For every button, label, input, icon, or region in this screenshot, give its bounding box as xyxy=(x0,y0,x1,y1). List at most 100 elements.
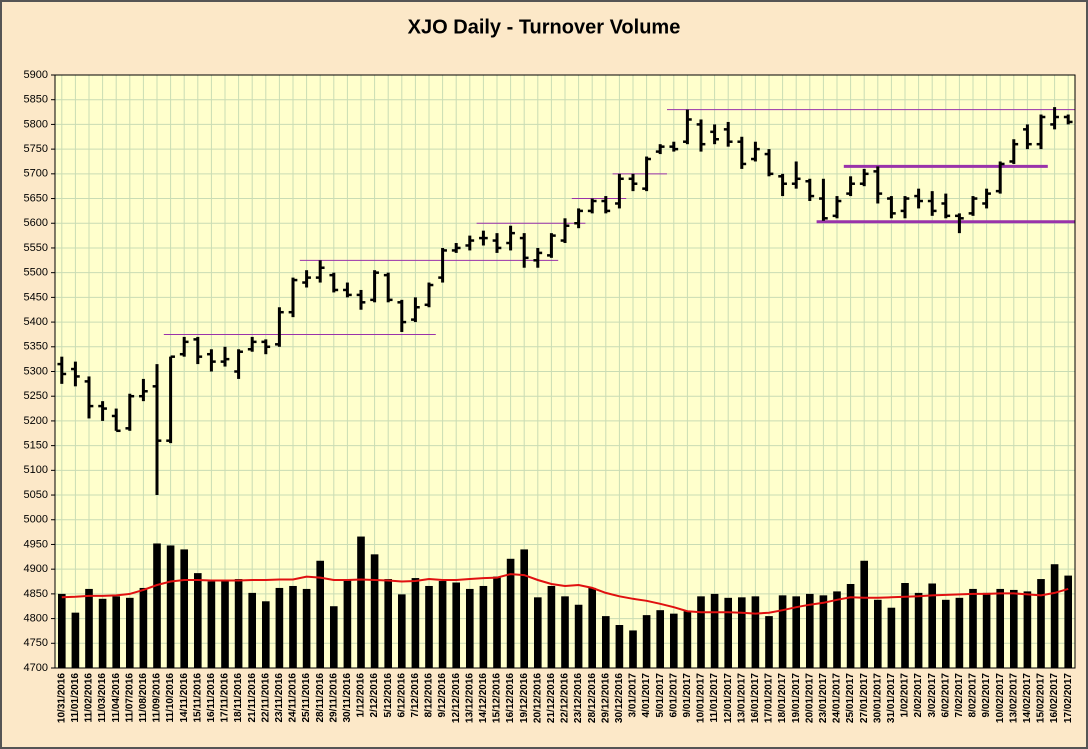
volume-bar xyxy=(642,615,651,668)
x-tick-label: 16/11/2016 xyxy=(206,673,217,723)
y-tick-label: 5300 xyxy=(24,365,48,377)
x-tick-label: 13/12/2016 xyxy=(464,673,475,723)
y-tick-label: 5450 xyxy=(24,291,48,303)
y-tick-label: 5800 xyxy=(24,118,48,130)
x-tick-label: 11/10/2016 xyxy=(165,673,176,723)
volume-bar xyxy=(71,612,80,668)
volume-bar xyxy=(574,604,583,668)
x-tick-label: 15/11/2016 xyxy=(192,673,203,723)
volume-bar xyxy=(615,625,624,668)
x-tick-label: 14/12/2016 xyxy=(478,673,489,723)
volume-bar xyxy=(207,581,216,668)
y-tick-label: 5000 xyxy=(24,514,48,526)
volume-bar xyxy=(493,576,501,668)
x-tick-label: 19/01/2017 xyxy=(791,673,802,723)
x-tick-label: 11/02/2016 xyxy=(84,673,95,723)
volume-bar xyxy=(343,580,352,668)
x-tick-label: 8/12/2016 xyxy=(424,673,435,718)
volume-bar xyxy=(969,588,977,668)
plot-border xyxy=(54,74,1076,669)
volume-bar xyxy=(656,610,665,668)
volume-bar xyxy=(996,588,1005,668)
volume-bar xyxy=(751,596,760,668)
volume-bar xyxy=(452,582,461,668)
x-tick-label: 11/07/2016 xyxy=(124,673,135,723)
x-tick-label: 9/12/2016 xyxy=(437,673,448,718)
y-tick-label: 4750 xyxy=(24,637,48,649)
x-tick-label: 10/01/2017 xyxy=(696,673,707,723)
x-tick-label: 23/11/2016 xyxy=(274,673,285,723)
x-tick-label: 6/12/2016 xyxy=(396,673,407,718)
y-tick-label: 4950 xyxy=(24,538,48,550)
x-tick-label: 25/01/2017 xyxy=(845,673,856,723)
volume-bar xyxy=(1050,564,1059,668)
volume-bar xyxy=(914,592,923,668)
x-tick-label: 17/11/2016 xyxy=(220,673,231,723)
volume-bar xyxy=(57,593,66,668)
x-tick-label: 25/11/2016 xyxy=(301,673,312,723)
volume-bar xyxy=(547,585,556,668)
volume-bar xyxy=(506,558,515,668)
volume-bar xyxy=(792,596,801,668)
x-tick-label: 19/12/2016 xyxy=(519,673,530,723)
chart-title: XJO Daily - Turnover Volume xyxy=(408,16,681,38)
volume-bar xyxy=(860,560,869,668)
y-tick-label: 4800 xyxy=(24,612,48,624)
volume-bar xyxy=(1064,575,1073,668)
x-tick-label: 20/01/2017 xyxy=(804,673,815,723)
x-tick-label: 10/31/2016 xyxy=(56,673,67,723)
x-tick-label: 3/01/2017 xyxy=(628,673,639,718)
y-tick-label: 5650 xyxy=(24,192,48,204)
x-tick-label: 13/02/2017 xyxy=(1008,673,1019,723)
volume-bar xyxy=(805,593,814,668)
y-tick-label: 5850 xyxy=(24,94,48,106)
x-tick-label: 29/11/2016 xyxy=(328,673,339,723)
x-tick-label: 18/11/2016 xyxy=(233,673,244,723)
x-tick-label: 23/12/2016 xyxy=(573,673,584,723)
volume-bar xyxy=(180,549,189,668)
volume-bar xyxy=(901,583,909,668)
x-tick-label: 22/12/2016 xyxy=(560,673,571,723)
volume-bar xyxy=(833,591,841,668)
x-tick-label: 18/01/2017 xyxy=(777,673,788,723)
x-tick-label: 28/12/2016 xyxy=(587,673,598,723)
x-tick-label: 1/02/2017 xyxy=(900,673,911,718)
x-tick-label: 22/11/2016 xyxy=(260,673,271,723)
volume-bar xyxy=(1009,589,1018,668)
volume-bar xyxy=(941,599,950,668)
x-tick-label: 31/01/2017 xyxy=(886,673,897,723)
x-tick-label: 24/01/2017 xyxy=(832,673,843,723)
x-tick-label: 8/02/2017 xyxy=(968,673,979,718)
volume-bar xyxy=(669,613,678,668)
volume-bar xyxy=(1037,579,1045,668)
x-tick-label: 20/12/2016 xyxy=(532,673,543,723)
average-line xyxy=(61,573,1069,615)
y-tick-label: 5600 xyxy=(24,217,48,229)
volume-bar xyxy=(275,587,284,668)
volume-bar xyxy=(112,596,121,668)
volume-bar xyxy=(370,554,379,668)
x-tick-label: 13/01/2017 xyxy=(736,673,747,723)
volume-bar xyxy=(397,594,406,668)
volume-bar xyxy=(261,601,270,668)
x-tick-label: 21/12/2016 xyxy=(546,673,557,723)
y-tick-label: 5050 xyxy=(24,489,48,501)
x-tick-label: 11/04/2016 xyxy=(111,673,122,723)
x-tick-label: 2/12/2016 xyxy=(369,673,380,718)
x-tick-label: 30/01/2017 xyxy=(872,673,883,723)
volume-bar xyxy=(125,597,134,668)
volume-bar xyxy=(316,560,325,668)
volume-bar xyxy=(465,588,474,668)
x-tick-label: 29/12/2016 xyxy=(600,673,611,723)
y-tick-label: 5200 xyxy=(24,415,48,427)
y-tick-label: 5900 xyxy=(24,69,48,81)
x-tick-label: 12/12/2016 xyxy=(451,673,462,723)
volume-bar xyxy=(289,585,297,668)
x-tick-label: 11/01/2016 xyxy=(70,673,81,723)
x-tick-label: 1/12/2016 xyxy=(356,673,367,718)
y-tick-label: 4850 xyxy=(24,588,48,600)
volume-bar xyxy=(384,579,393,668)
volume-bar xyxy=(778,595,787,668)
volume-bar xyxy=(683,611,692,668)
